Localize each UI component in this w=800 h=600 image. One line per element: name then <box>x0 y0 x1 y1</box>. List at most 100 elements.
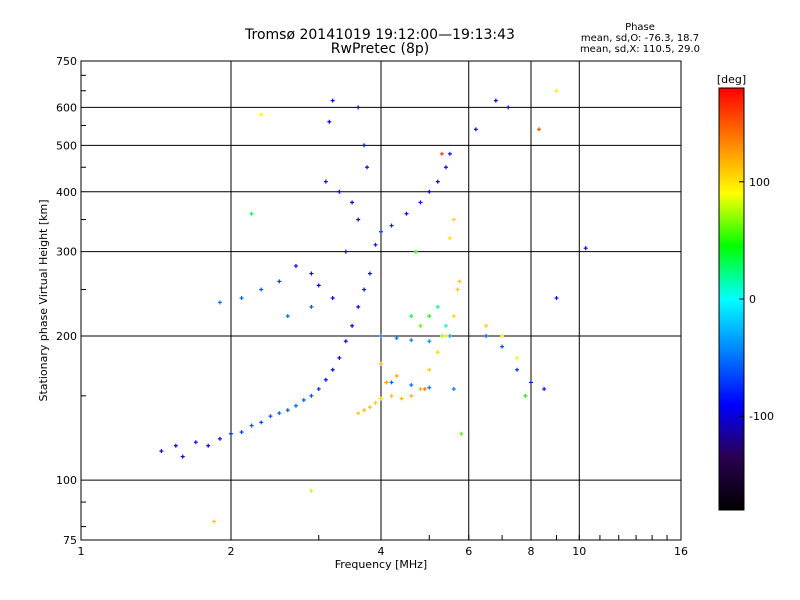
data-point <box>427 314 432 319</box>
data-point <box>459 431 464 436</box>
data-point <box>439 333 444 338</box>
data-point <box>259 112 264 117</box>
data-point <box>173 443 178 448</box>
data-point <box>413 249 418 254</box>
data-point <box>327 119 332 124</box>
phase-stats-title: Phase <box>625 22 655 33</box>
data-point <box>217 436 222 441</box>
data-point <box>515 355 520 360</box>
grid <box>81 61 681 540</box>
data-point <box>330 367 335 372</box>
data-point <box>409 338 414 343</box>
chart-subtitle: RwPretec (8p) <box>330 41 430 57</box>
data-point <box>217 300 222 305</box>
data-point <box>277 411 282 416</box>
data-point <box>323 179 328 184</box>
data-point <box>379 229 383 234</box>
data-point <box>180 454 185 459</box>
data-point <box>506 105 511 110</box>
colorbar-tick-label: -100 <box>749 410 774 423</box>
data-point <box>323 377 328 382</box>
x-tick-label: 16 <box>674 545 688 558</box>
data-point <box>337 355 342 360</box>
data-point <box>447 151 452 156</box>
data-point <box>439 151 444 156</box>
data-point <box>529 380 533 385</box>
data-point <box>427 367 432 372</box>
data-point <box>316 283 321 288</box>
data-points <box>159 88 588 524</box>
x-tick-label: 10 <box>572 545 586 558</box>
data-point <box>418 323 423 328</box>
data-point <box>343 339 348 344</box>
data-point <box>373 242 378 247</box>
data-point <box>394 336 399 341</box>
y-tick-label: 600 <box>56 101 77 114</box>
phase-stats-o-mode: mean, sd,O: -76.3, 18.7 <box>580 33 700 44</box>
data-point <box>362 287 367 292</box>
x-tick-label: 1 <box>78 545 85 558</box>
data-point <box>435 304 440 309</box>
y-tick-label: 200 <box>56 330 77 343</box>
data-point <box>259 420 264 425</box>
data-point <box>229 431 233 436</box>
data-point <box>409 314 414 319</box>
data-point <box>409 393 414 398</box>
data-point <box>394 373 399 378</box>
data-point <box>309 393 314 398</box>
data-point <box>350 200 355 205</box>
data-point <box>309 304 314 309</box>
data-point <box>277 279 282 284</box>
data-point <box>484 323 489 328</box>
y-tick-label: 100 <box>56 474 77 487</box>
colorbar-tick-label: 0 <box>749 293 756 306</box>
data-point <box>285 408 290 413</box>
data-point <box>583 246 588 251</box>
data-point <box>293 403 298 408</box>
data-point <box>379 333 383 338</box>
x-tick-label: 6 <box>465 545 472 558</box>
data-point <box>435 179 440 184</box>
data-point <box>443 323 448 328</box>
data-point <box>451 217 456 222</box>
data-point <box>367 405 372 410</box>
data-point <box>404 211 409 216</box>
data-point <box>447 236 452 241</box>
data-point <box>554 296 559 301</box>
y-tick-label: 400 <box>56 186 77 199</box>
data-point <box>330 98 335 103</box>
data-point <box>379 396 383 401</box>
data-point <box>515 367 520 372</box>
data-point <box>301 398 306 403</box>
data-point <box>193 440 198 445</box>
data-point <box>159 449 164 454</box>
data-point <box>389 223 394 228</box>
data-point <box>356 105 361 110</box>
data-point <box>206 443 211 448</box>
data-point <box>356 217 361 222</box>
y-tick-label: 750 <box>56 55 77 68</box>
data-point <box>356 304 361 309</box>
data-point <box>293 263 298 268</box>
data-point <box>384 380 389 385</box>
data-point <box>362 143 367 148</box>
data-point <box>409 382 414 387</box>
data-point <box>268 414 273 419</box>
data-point <box>418 200 423 205</box>
colorbar-tick-label: 100 <box>749 176 770 189</box>
x-tick-label: 2 <box>228 545 235 558</box>
x-axis-label: Frequency [MHz] <box>335 558 427 571</box>
data-point <box>427 189 432 194</box>
data-point <box>447 333 452 338</box>
data-point <box>239 296 244 301</box>
data-point <box>309 488 314 493</box>
data-point <box>493 98 498 103</box>
y-tick-label: 75 <box>63 534 77 547</box>
phase-stats-x-mode: mean, sd,X: 110.5, 29.0 <box>579 44 701 55</box>
y-axis-label: Stationary phase Virtual Height [km] <box>37 199 50 401</box>
x-tick-label: 4 <box>378 545 385 558</box>
data-point <box>435 350 440 355</box>
data-point <box>365 165 370 170</box>
data-point <box>427 339 432 344</box>
